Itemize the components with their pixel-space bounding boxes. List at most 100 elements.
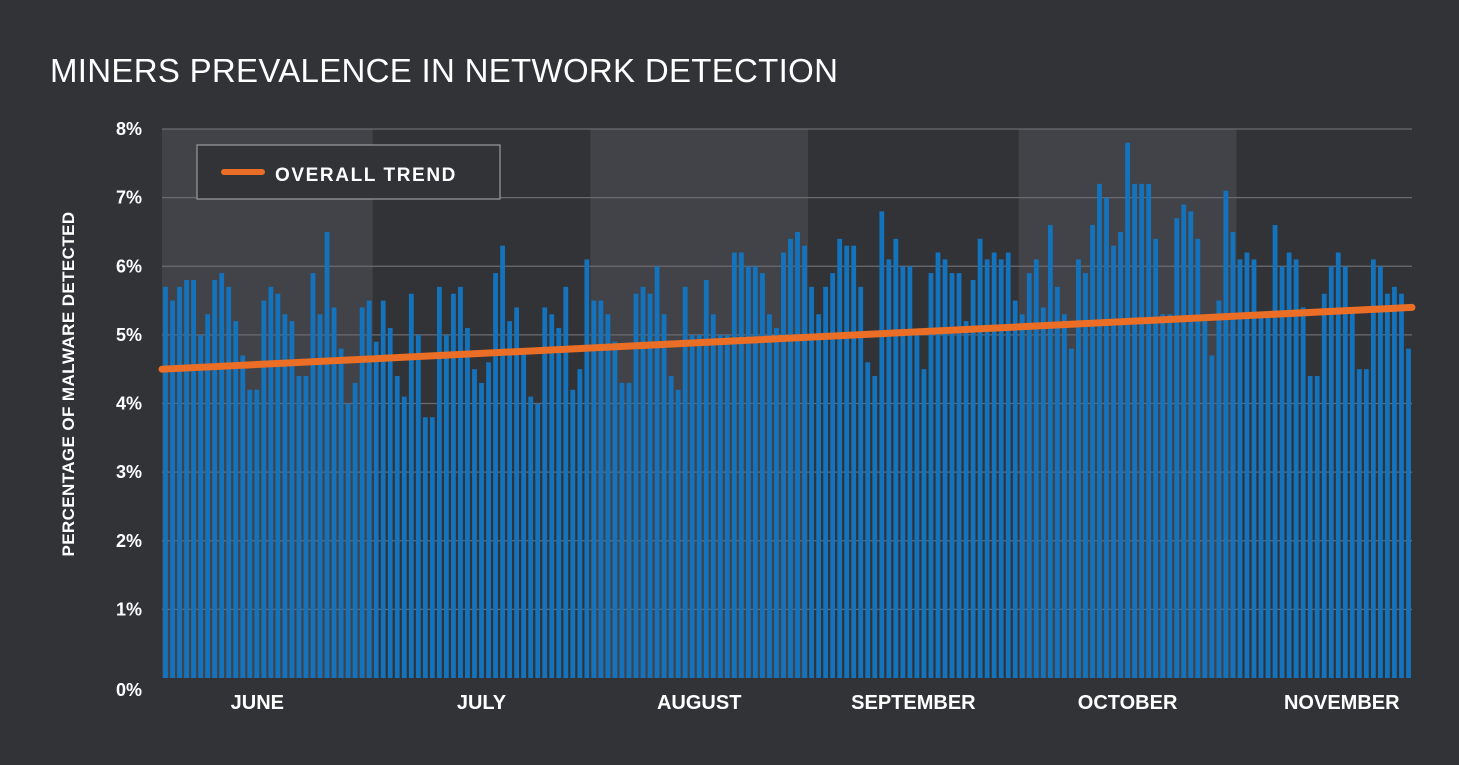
- bar: [1040, 307, 1046, 678]
- bar: [1090, 225, 1095, 678]
- bar: [605, 314, 611, 678]
- bar: [661, 314, 667, 678]
- bar: [1209, 355, 1215, 678]
- bar: [542, 307, 548, 678]
- bar: [879, 211, 885, 678]
- bar: [795, 231, 800, 678]
- bar: [184, 279, 189, 678]
- bar: [170, 300, 175, 678]
- bar: [1188, 211, 1194, 678]
- bar: [1118, 231, 1123, 678]
- bar: [563, 286, 569, 678]
- bar: [1265, 314, 1271, 678]
- bar: [1385, 293, 1390, 678]
- bar: [1139, 183, 1145, 678]
- bar: [1356, 369, 1362, 678]
- bar: [703, 279, 709, 678]
- bar: [1378, 266, 1383, 678]
- bar: [1033, 259, 1039, 678]
- x-tick-label: SEPTEMBER: [851, 692, 976, 714]
- bar: [577, 369, 583, 678]
- bar: [163, 286, 168, 678]
- bar: [1146, 183, 1152, 678]
- bar: [1363, 369, 1369, 678]
- x-tick-label: OCTOBER: [1078, 692, 1178, 714]
- bar: [1174, 218, 1180, 678]
- bar: [507, 321, 512, 678]
- bar: [745, 266, 751, 678]
- bar: [724, 334, 730, 678]
- bar: [1223, 190, 1229, 678]
- bar: [352, 382, 358, 678]
- y-axis-label: PERCENTAGE OF MALWARE DETECTED: [59, 211, 78, 556]
- bar: [928, 273, 934, 678]
- bar: [289, 321, 295, 678]
- y-tick-label: 1%: [116, 599, 142, 619]
- bar: [1076, 259, 1081, 678]
- bar: [514, 307, 520, 678]
- bar: [429, 417, 435, 678]
- bar: [415, 334, 421, 678]
- y-tick-label: 8%: [116, 119, 142, 139]
- bar: [956, 273, 962, 678]
- bar: [549, 314, 555, 678]
- bar: [977, 238, 983, 679]
- bar: [1399, 293, 1404, 678]
- bar: [802, 245, 807, 678]
- bar: [1026, 273, 1032, 678]
- bar: [774, 328, 779, 678]
- x-tick-label: NOVEMBER: [1284, 692, 1400, 714]
- bar: [212, 279, 218, 678]
- bar: [844, 245, 850, 678]
- bar: [935, 252, 941, 678]
- bar: [373, 341, 379, 678]
- bar: [633, 293, 639, 678]
- bar: [900, 266, 906, 678]
- bar: [247, 389, 253, 678]
- bar: [837, 238, 843, 679]
- bar: [865, 362, 871, 678]
- y-tick-label: 0%: [116, 680, 142, 700]
- bar: [1279, 266, 1285, 678]
- bar: [689, 334, 695, 678]
- bar: [1307, 376, 1313, 678]
- x-tick-label: JULY: [457, 692, 507, 714]
- bar: [598, 300, 604, 678]
- bar: [1237, 259, 1243, 678]
- bar: [619, 382, 625, 678]
- bar: [282, 314, 288, 678]
- bar: [1251, 259, 1257, 678]
- bar: [570, 389, 576, 678]
- bar: [1083, 273, 1088, 678]
- bar: [1314, 376, 1320, 678]
- bar: [1097, 183, 1102, 678]
- bar: [738, 252, 744, 678]
- y-tick-label: 2%: [116, 531, 142, 551]
- bar: [1054, 286, 1060, 678]
- bar: [654, 266, 660, 678]
- chart-title: MINERS PREVALENCE IN NETWORK DETECTION: [50, 52, 839, 89]
- bar: [451, 293, 456, 678]
- bar: [1062, 314, 1067, 678]
- bar: [1342, 266, 1348, 678]
- bar: [486, 362, 491, 678]
- bar: [942, 259, 948, 678]
- bar: [1328, 266, 1334, 678]
- bar: [886, 259, 892, 678]
- bar: [1272, 225, 1278, 678]
- bar: [296, 376, 302, 678]
- bar: [1125, 142, 1130, 679]
- bar: [1216, 300, 1222, 678]
- bar: [345, 403, 351, 678]
- bar: [760, 273, 765, 678]
- bar: [380, 300, 386, 678]
- bars: [163, 142, 1411, 679]
- bar: [823, 286, 829, 678]
- bar: [500, 245, 505, 678]
- bar: [998, 259, 1004, 678]
- bar: [710, 314, 716, 678]
- y-tick-label: 6%: [116, 256, 142, 276]
- bar: [437, 286, 442, 678]
- bar: [970, 279, 976, 678]
